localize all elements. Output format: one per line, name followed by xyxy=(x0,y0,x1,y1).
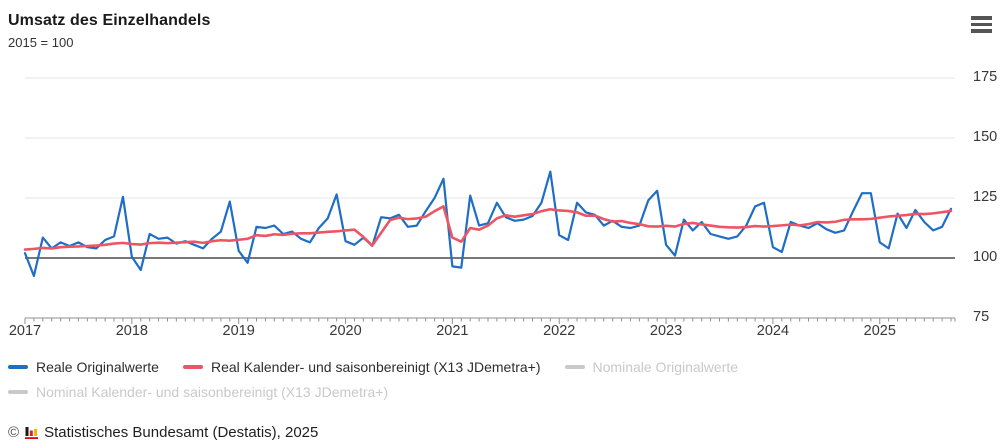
legend-swatch-gray xyxy=(564,365,585,369)
copyright-symbol: © xyxy=(8,424,20,441)
legend-label: Nominal Kalender- und saisonbereinigt (X… xyxy=(36,384,389,400)
x-axis-label-2017: 2017 xyxy=(8,323,42,339)
legend-item-nominale-originalwerte[interactable]: Nominale Originalwerte xyxy=(564,359,739,375)
page-title: Umsatz des Einzelhandels xyxy=(8,12,211,29)
legend-item-real-saisonbereinigt[interactable]: Real Kalender- und saisonbereinigt (X13 … xyxy=(182,359,541,375)
legend-item-nominal-saisonbereinigt[interactable]: Nominal Kalender- und saisonbereinigt (X… xyxy=(8,384,388,400)
legend-label: Real Kalender- und saisonbereinigt (X13 … xyxy=(210,359,541,375)
x-axis-label-2024: 2024 xyxy=(756,323,790,339)
x-axis-label-2022: 2022 xyxy=(543,323,576,339)
legend-label: Nominale Originalwerte xyxy=(592,359,739,375)
x-axis-label-2018: 2018 xyxy=(115,323,148,339)
y-axis-label-125: 125 xyxy=(973,189,998,205)
y-axis-label-150: 150 xyxy=(973,129,998,145)
x-axis-label-2020: 2020 xyxy=(329,323,362,339)
y-axis-label-100: 100 xyxy=(973,249,998,265)
hamburger-icon xyxy=(971,16,992,20)
legend-swatch-blue xyxy=(8,365,28,369)
chart-subtitle: 2015 = 100 xyxy=(8,35,74,50)
destatis-logo-icon xyxy=(25,426,39,439)
x-axis-label-2025: 2025 xyxy=(863,323,896,339)
legend-label: Reale Originalwerte xyxy=(36,359,159,375)
credits-text: Statistisches Bundesamt (Destatis), 2025 xyxy=(44,424,319,441)
legend: Reale Originalwerte Real Kalender- und s… xyxy=(8,359,968,400)
y-axis-label-175: 175 xyxy=(973,69,998,85)
legend-swatch-red xyxy=(182,365,203,369)
legend-item-reale-originalwerte[interactable]: Reale Originalwerte xyxy=(8,359,159,375)
legend-swatch-gray xyxy=(8,390,28,394)
y-axis-label-75: 75 xyxy=(973,309,990,325)
x-axis-label-2019: 2019 xyxy=(222,323,255,339)
x-axis-label-2023: 2023 xyxy=(649,323,683,339)
credits: © Statistisches Bundesamt (Destatis), 20… xyxy=(8,424,318,441)
context-menu-button[interactable] xyxy=(969,14,995,36)
x-axis-label-2021: 2021 xyxy=(436,323,469,339)
